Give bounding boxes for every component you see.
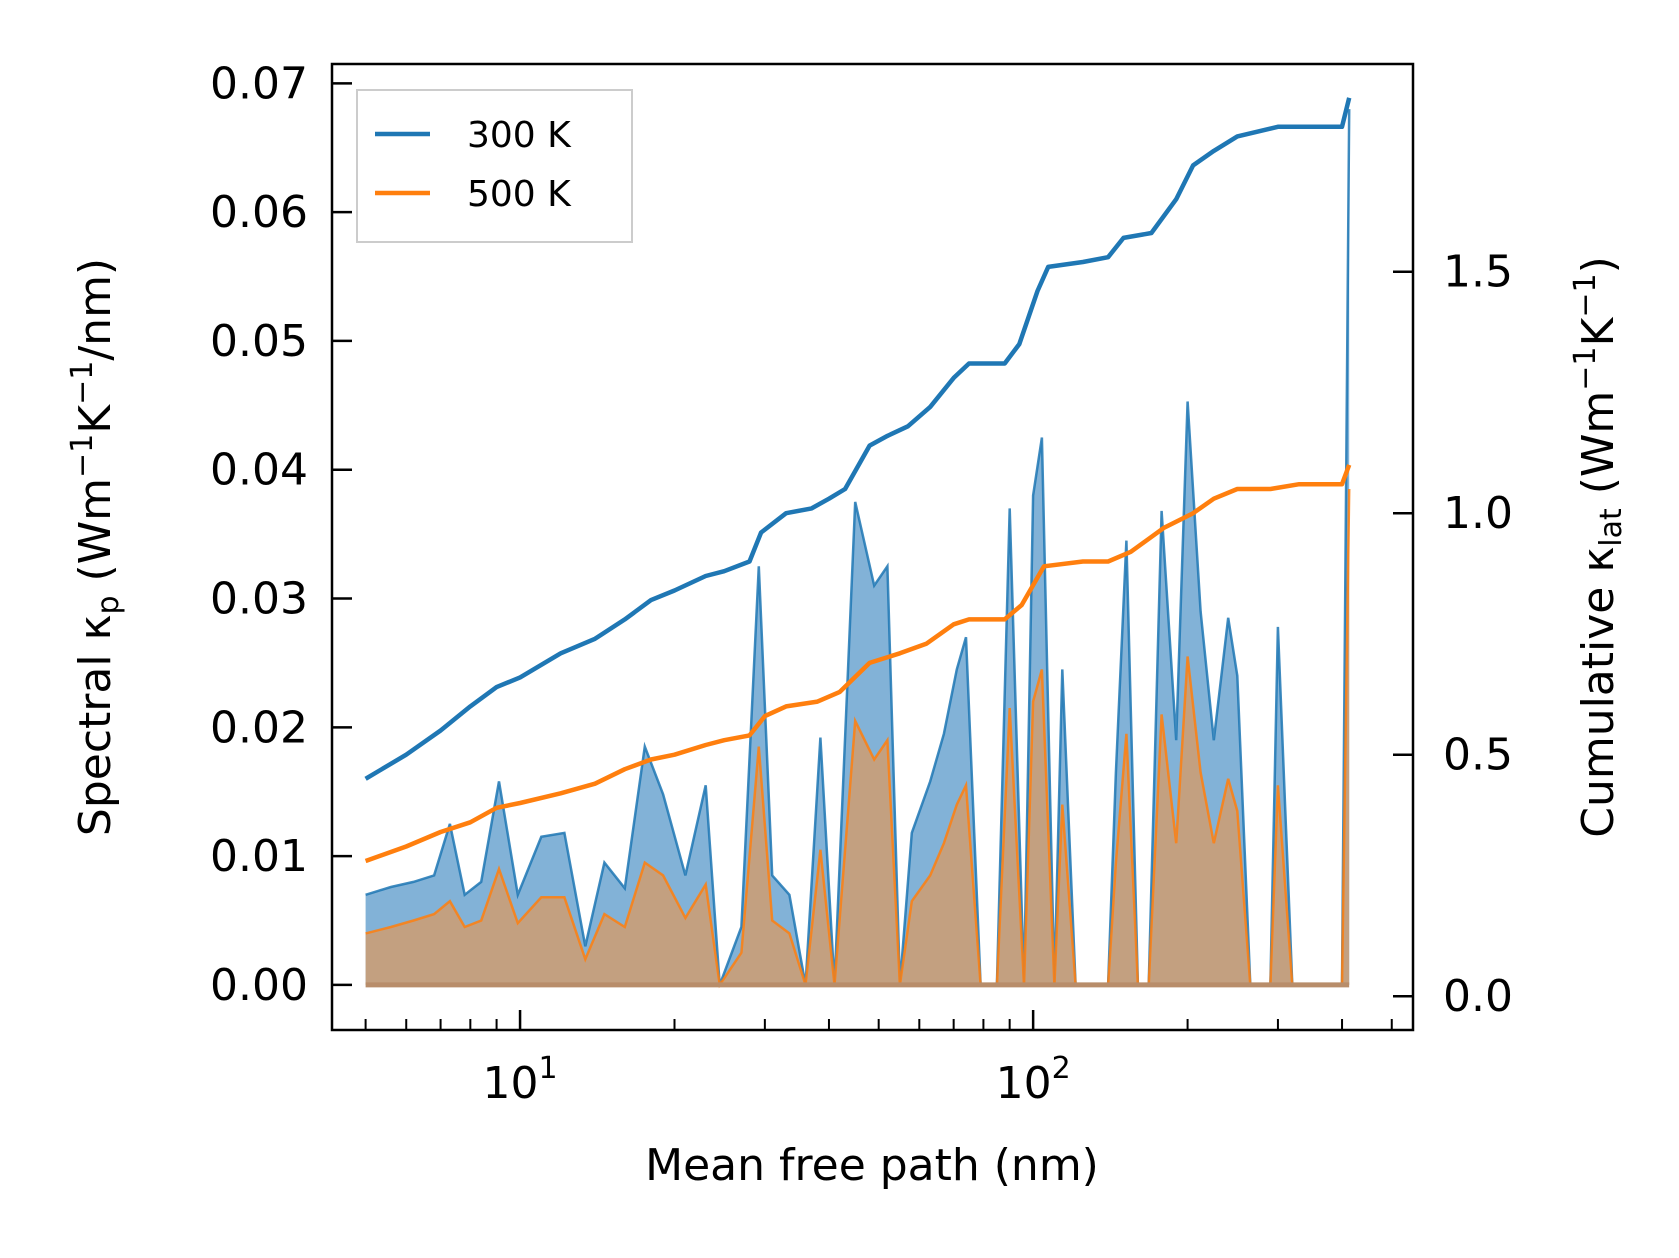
cumulative-300k-line xyxy=(364,97,1352,781)
y-right-tick-label: 0.0 xyxy=(1443,971,1513,1022)
y-axis-left-label: Spectral κp (Wm−1K−1/nm) xyxy=(65,258,126,836)
spectral-fill-areas xyxy=(365,109,1351,989)
x-axis-label: Mean free path (nm) xyxy=(645,1140,1099,1191)
legend-label-300k: 300 K xyxy=(467,115,572,156)
spectral-300k-line xyxy=(365,109,1351,987)
y-left-tick-label: 0.00 xyxy=(210,960,308,1011)
series-lines xyxy=(364,97,1352,864)
y-right-tick-label: 0.5 xyxy=(1443,730,1513,781)
y-left-tick-label: 0.02 xyxy=(210,702,308,753)
y-right-tick-label: 1.5 xyxy=(1443,247,1513,298)
y-axis-right-label: Cumulative κlat (Wm−1K−1) xyxy=(1568,256,1629,838)
legend-label-500k: 500 K xyxy=(467,174,572,215)
y-left-tick-label: 0.04 xyxy=(210,445,308,496)
plot-frame xyxy=(330,62,1415,1032)
axis-ticks: 0.00 0.01 0.02 0.03 0.04 0.05 0.06 0.07 0.0 0.5 1.… xyxy=(210,58,1513,1109)
y-left-tick-label: 0.06 xyxy=(210,187,308,238)
y-left-tick-label: 0.07 xyxy=(210,58,308,109)
y-left-tick-label: 0.03 xyxy=(210,574,308,625)
legend-box xyxy=(356,89,633,243)
x-tick-label: 101 xyxy=(483,1051,558,1109)
y-right-tick-label: 1.0 xyxy=(1443,488,1513,539)
y-left-tick-label: 0.05 xyxy=(210,316,308,367)
spectral-500k-area xyxy=(365,489,1350,985)
spectral-500k-line xyxy=(365,488,1351,989)
spectral-300k-area xyxy=(365,109,1350,985)
legend: 300 K 500 K xyxy=(356,89,633,243)
x-tick-label: 102 xyxy=(996,1051,1071,1109)
y-left-tick-label: 0.01 xyxy=(210,831,308,882)
cumulative-500k-line xyxy=(364,464,1352,864)
